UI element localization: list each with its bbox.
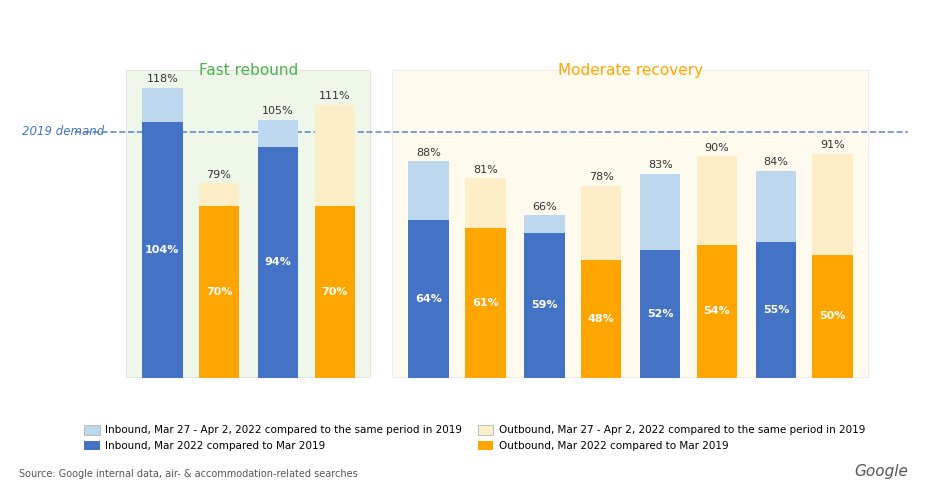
- Text: 54%: 54%: [704, 306, 730, 316]
- Text: 88%: 88%: [417, 148, 441, 158]
- Text: 90%: 90%: [705, 143, 729, 152]
- Bar: [257, 120, 299, 147]
- Bar: [198, 206, 240, 378]
- Text: 91%: 91%: [820, 140, 845, 150]
- Text: 50%: 50%: [820, 311, 846, 321]
- Text: 79%: 79%: [207, 170, 231, 180]
- Text: Fast rebound: Fast rebound: [199, 63, 299, 78]
- Bar: [524, 232, 564, 378]
- Bar: [314, 206, 355, 378]
- Text: 48%: 48%: [588, 314, 614, 323]
- FancyBboxPatch shape: [126, 70, 371, 378]
- Text: 55%: 55%: [763, 305, 789, 315]
- Text: 64%: 64%: [416, 294, 442, 304]
- Bar: [198, 183, 240, 206]
- Text: Moderate recovery: Moderate recovery: [558, 63, 703, 78]
- Text: 118%: 118%: [146, 74, 178, 84]
- Bar: [696, 245, 738, 378]
- Text: 83%: 83%: [648, 160, 673, 170]
- Bar: [142, 122, 183, 378]
- Bar: [314, 105, 355, 206]
- Legend: Inbound, Mar 27 - Apr 2, 2022 compared to the same period in 2019, Inbound, Mar : Inbound, Mar 27 - Apr 2, 2022 compared t…: [80, 421, 870, 455]
- Text: 52%: 52%: [647, 309, 673, 318]
- Text: 104%: 104%: [145, 245, 180, 255]
- Bar: [755, 171, 797, 242]
- Bar: [142, 88, 183, 122]
- Bar: [465, 227, 505, 378]
- Bar: [581, 186, 622, 259]
- Text: 84%: 84%: [764, 157, 788, 167]
- Text: 61%: 61%: [472, 298, 499, 307]
- Bar: [640, 250, 680, 378]
- Text: 81%: 81%: [473, 165, 498, 175]
- Text: 78%: 78%: [589, 172, 613, 182]
- Bar: [812, 154, 853, 255]
- Bar: [257, 147, 299, 378]
- Text: 59%: 59%: [531, 300, 558, 310]
- Text: 111%: 111%: [319, 91, 351, 101]
- Text: 105%: 105%: [262, 106, 294, 116]
- Bar: [696, 156, 738, 245]
- Text: 70%: 70%: [206, 287, 232, 297]
- Bar: [408, 220, 449, 378]
- Bar: [581, 259, 622, 378]
- Bar: [408, 161, 449, 220]
- Text: Google: Google: [854, 464, 908, 479]
- Bar: [524, 215, 564, 232]
- Text: 66%: 66%: [532, 202, 557, 212]
- Bar: [812, 255, 853, 378]
- Bar: [755, 242, 797, 378]
- Text: Source: Google internal data, air- & accommodation-related searches: Source: Google internal data, air- & acc…: [19, 469, 358, 479]
- Text: 2019 demand: 2019 demand: [22, 125, 104, 138]
- Bar: [465, 179, 505, 227]
- FancyBboxPatch shape: [393, 70, 869, 378]
- Bar: [640, 174, 680, 250]
- Text: 70%: 70%: [322, 287, 348, 297]
- Text: 94%: 94%: [265, 257, 291, 267]
